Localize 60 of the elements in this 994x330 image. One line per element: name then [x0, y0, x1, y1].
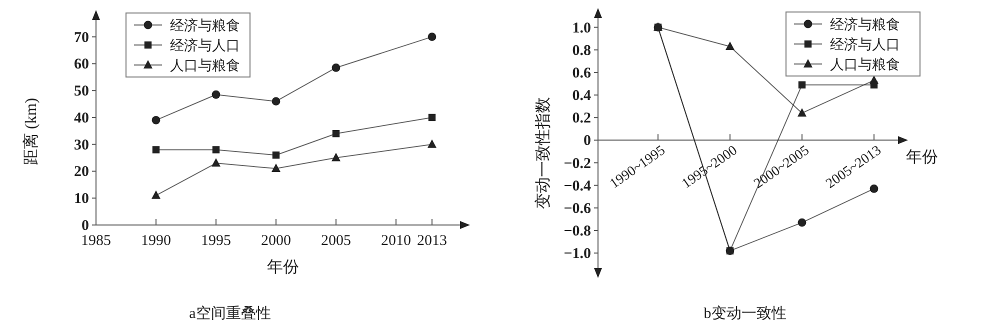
point — [272, 164, 280, 172]
legend-label: 人口与粮食 — [170, 58, 240, 74]
text: a空间重叠性 — [189, 305, 271, 322]
y-tick-label: 0.6 — [572, 65, 592, 82]
x-tick-label: 2005 — [321, 233, 351, 249]
point — [654, 24, 662, 31]
y-axis-title: 变动一致性指数 — [534, 97, 552, 209]
y-tick-label: −0.2 — [564, 156, 591, 172]
y-tick-label: −0.6 — [564, 200, 592, 217]
point — [212, 146, 220, 154]
point — [428, 32, 436, 42]
y-tick-label: 0.2 — [572, 110, 591, 127]
point — [726, 41, 734, 50]
point — [726, 247, 734, 254]
y-tick-label: 50 — [74, 84, 89, 100]
y-tick-label: 0.4 — [572, 88, 592, 104]
legend-label: 人口与粮食 — [830, 57, 900, 73]
point — [332, 152, 340, 162]
x-tick-label: 1995 — [201, 233, 231, 249]
y-tick-label: 70 — [74, 30, 89, 46]
x-tick-label: 1990 — [141, 233, 171, 249]
y-axis-title: 距离 (km) — [22, 98, 40, 166]
point — [212, 90, 220, 99]
x-tick-label: 2010 — [381, 233, 411, 249]
y-tick-label: 1.0 — [572, 20, 591, 36]
y-tick-label: 30 — [74, 137, 89, 154]
point — [272, 97, 280, 106]
point — [870, 81, 878, 88]
x-tick-label: 2000 — [261, 233, 291, 249]
legend-label: 经济与人口 — [170, 38, 240, 54]
point — [212, 158, 220, 167]
legend-label: 经济与粮食 — [170, 18, 240, 34]
point — [798, 218, 806, 227]
x-axis-title: 年份 — [267, 259, 299, 276]
text: b变动一致性 — [704, 305, 786, 322]
y-tick-label: 0 — [82, 218, 89, 234]
point — [798, 81, 806, 88]
legend-label: 经济与人口 — [830, 37, 900, 53]
x-tick-label: 1985 — [81, 233, 111, 249]
y-tick-label: −0.8 — [564, 223, 591, 240]
y-tick-label: −0.4 — [564, 178, 592, 194]
y-tick-label: 60 — [74, 56, 89, 73]
point — [332, 130, 340, 138]
point — [332, 64, 340, 72]
legend-label: 经济与粮食 — [830, 17, 900, 33]
point — [152, 146, 160, 154]
y-tick-label: 40 — [74, 110, 89, 126]
point — [152, 116, 160, 124]
y-tick-label: 0 — [584, 133, 591, 150]
point — [428, 114, 436, 122]
point — [152, 190, 160, 199]
point — [272, 152, 280, 159]
point — [798, 108, 806, 117]
y-tick-label: 0.8 — [572, 42, 591, 59]
x-tick-label: 2013 — [417, 233, 447, 249]
y-tick-label: −1.0 — [564, 246, 591, 262]
y-tick-label: 10 — [74, 191, 89, 208]
y-tick-label: 20 — [74, 164, 89, 180]
point — [428, 139, 436, 148]
x-axis-title: 年份 — [906, 149, 938, 166]
